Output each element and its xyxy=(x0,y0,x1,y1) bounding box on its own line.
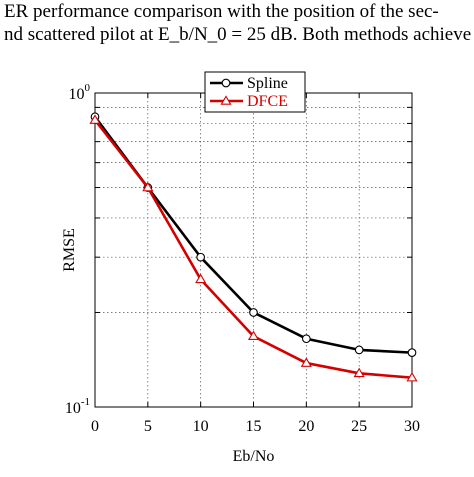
legend-label-spline: Spline xyxy=(247,75,288,92)
data-point-spline xyxy=(196,252,206,262)
caption-line-2-text: nd scattered pilot at E_b/N_0 = 25 dB. B… xyxy=(4,24,472,45)
x-axis-label: Eb/No xyxy=(233,448,275,465)
x-tick-label: 5 xyxy=(144,418,152,435)
y-tick-label: 10-1 xyxy=(65,396,90,417)
series-dfce xyxy=(89,114,418,382)
data-point-spline xyxy=(407,348,417,357)
data-point-spline xyxy=(354,345,364,355)
legend-label-dfce: DFCE xyxy=(247,93,288,110)
y-tick-exponent: -1 xyxy=(81,396,90,408)
x-tick-label: 30 xyxy=(404,418,420,435)
data-point-dfce xyxy=(247,330,260,341)
grid-lines xyxy=(95,93,412,407)
data-point-dfce xyxy=(89,114,101,124)
data-point-dfce xyxy=(406,371,418,382)
x-tick-label: 10 xyxy=(193,418,209,435)
y-tick-label: 100 xyxy=(69,82,91,103)
y-tick-base: 10 xyxy=(65,400,81,417)
data-point-spline xyxy=(301,334,311,344)
legend-marker-dfce xyxy=(220,95,232,105)
x-tick-label: 25 xyxy=(351,418,367,435)
x-tick-label: 0 xyxy=(91,418,99,435)
data-point-dfce xyxy=(195,273,207,284)
x-tick-label: 20 xyxy=(298,418,314,435)
y-tick-base: 10 xyxy=(69,86,85,103)
data-point-dfce xyxy=(353,367,365,378)
caption-line-2: nd scattered pilot at E_b/N_0 = 25 dB. B… xyxy=(4,24,474,46)
caption-line-1: ER performance comparison with the posit… xyxy=(4,1,439,22)
legend-marker-spline xyxy=(221,78,231,88)
y-axis-label: RMSE xyxy=(61,228,78,272)
data-point-spline xyxy=(249,308,258,317)
series-layer xyxy=(89,112,418,382)
legend-box xyxy=(204,71,306,113)
y-tick-exponent: 0 xyxy=(85,82,91,94)
data-point-dfce xyxy=(142,181,154,192)
x-tick-label: 15 xyxy=(246,418,262,435)
data-point-dfce xyxy=(300,357,312,367)
